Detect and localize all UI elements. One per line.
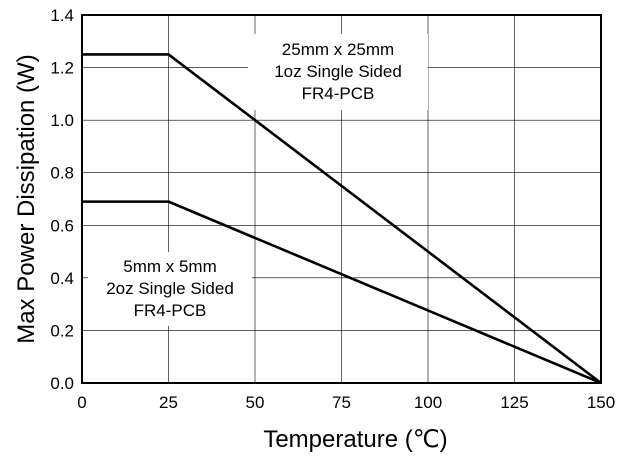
annotation-line: 1oz Single Sided — [274, 62, 402, 81]
series-lines — [82, 53, 602, 385]
x-tick-label: 125 — [500, 393, 528, 412]
annotation-line: 25mm x 25mm — [282, 40, 394, 59]
tick-labels: 0 25 50 75 100 125 150 0.0 0.2 0.4 0.6 0.8 1.0 1.2 1.4 — [50, 6, 615, 412]
series-line-1 — [82, 53, 602, 385]
plot-frame — [81, 14, 602, 384]
annotation-line: FR4-PCB — [134, 301, 207, 320]
y-tick-label: 0.4 — [50, 269, 74, 288]
x-tick-label: 50 — [246, 393, 265, 412]
annotation-line: FR4-PCB — [302, 84, 375, 103]
y-tick-label: 1.0 — [50, 111, 74, 130]
x-axis-title: Temperature (℃) — [263, 426, 447, 453]
y-tick-label: 1.2 — [50, 59, 74, 78]
series-line-2 — [82, 200, 602, 385]
y-tick-label: 0.8 — [50, 164, 74, 183]
y-tick-label: 0.0 — [50, 374, 74, 393]
x-tick-label: 75 — [332, 393, 351, 412]
annotations: 25mm x 25mm 1oz Single Sided FR4-PCB 5mm x … — [88, 34, 428, 326]
annotation-line: 2oz Single Sided — [106, 279, 234, 298]
x-tick-label: 25 — [159, 393, 178, 412]
annotation-box-2 — [88, 252, 252, 326]
y-axis-title: Max Power Dissipation (W) — [13, 54, 40, 343]
y-tick-label: 1.4 — [50, 6, 74, 25]
annotation-line: 5mm x 5mm — [123, 257, 217, 276]
x-tick-label: 100 — [414, 393, 442, 412]
x-tick-label: 0 — [77, 393, 86, 412]
annotation-box-1 — [248, 34, 428, 110]
y-tick-label: 0.2 — [50, 321, 74, 340]
y-tick-label: 0.6 — [50, 216, 74, 235]
x-tick-label: 150 — [587, 393, 615, 412]
